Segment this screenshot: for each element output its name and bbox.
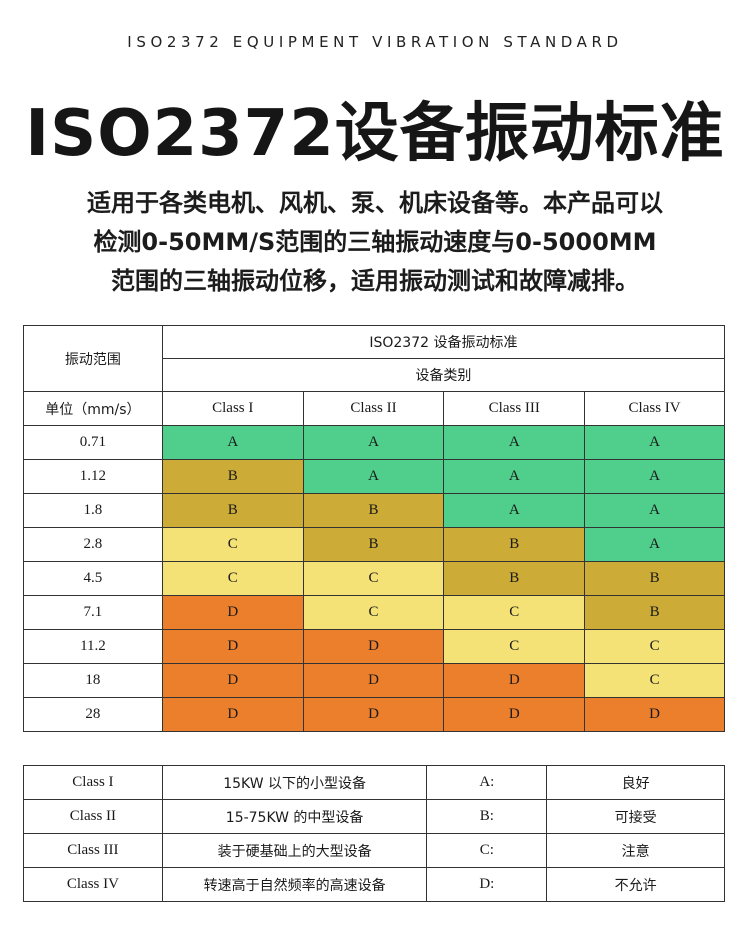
grade-cell: A [302,459,445,494]
table-row: 11.2 D D C C [23,629,725,664]
range-value: 18 [23,663,163,698]
grade-cell: D [161,595,304,630]
class-header: Class IV [584,391,725,426]
grade-cell: C [443,595,586,630]
range-value: 1.12 [23,459,163,494]
grade-cell: D [161,663,304,698]
table-row: 1.8 B B A A [23,493,725,528]
grade-cell: A [584,425,725,460]
grade-cell: A [302,425,445,460]
legend-class: Class III [23,833,163,868]
legend-row: Class II 15-75KW 的中型设备 B: 可接受 [23,799,725,834]
grade-cell: A [443,493,586,528]
legend-description: 15-75KW 的中型设备 [161,799,428,834]
class-header: Class II [302,391,445,426]
grade-cell: C [584,663,725,698]
legend-description: 装于硬基础上的大型设备 [161,833,428,868]
grade-cell: B [161,493,304,528]
table-row: 2.8 C B B A [23,527,725,562]
description-line: 检测0-50MM/S范围的三轴振动速度与0-5000MM [93,228,657,256]
grade-cell: B [443,527,586,562]
grade-cell: C [302,561,445,596]
grade-cell: B [584,561,725,596]
table-row: 7.1 D C C B [23,595,725,630]
table-row: 4.5 C C B B [23,561,725,596]
description: 适用于各类电机、风机、泵、机床设备等。本产品可以 检测0-50MM/S范围的三轴… [20,184,730,301]
range-value: 11.2 [23,629,163,664]
grade-cell: A [584,493,725,528]
grade-cell: D [443,663,586,698]
legend-description: 15KW 以下的小型设备 [161,765,428,800]
range-label: 振动范围 [23,325,163,392]
grade-cell: B [584,595,725,630]
standard-label: ISO2372 设备振动标准 [161,325,726,359]
legend-description: 转速高于自然频率的高速设备 [161,867,428,902]
legend-meaning: 可接受 [546,799,725,834]
grade-cell: C [584,629,725,664]
grade-cell: B [302,493,445,528]
grade-cell: D [302,663,445,698]
legend-meaning: 不允许 [546,867,725,902]
table-row: 28 D D D D [23,697,725,732]
grade-cell: C [161,561,304,596]
table-row: 18 D D D C [23,663,725,698]
legend-class: Class II [23,799,163,834]
range-value: 2.8 [23,527,163,562]
range-value: 0.71 [23,425,163,460]
description-line: 适用于各类电机、风机、泵、机床设备等。本产品可以 [87,189,663,217]
table-row: 1.12 B A A A [23,459,725,494]
grade-cell: C [443,629,586,664]
grade-cell: D [302,697,445,732]
grade-cell: A [443,425,586,460]
legend-meaning: 良好 [546,765,725,800]
grade-cell: D [302,629,445,664]
vibration-standard-table: 振动范围 ISO2372 设备振动标准 设备类别 单位（mm/s） Class … [23,325,726,732]
grade-cell: A [584,527,725,562]
unit-label: 单位（mm/s） [23,391,163,426]
legend-grade: A: [426,765,548,800]
grade-cell: D [443,697,586,732]
grade-cell: A [584,459,725,494]
grade-cell: D [584,697,725,732]
legend-row: Class III 装于硬基础上的大型设备 C: 注意 [23,833,725,868]
legend-grade: B: [426,799,548,834]
grade-cell: A [443,459,586,494]
legend-grade: C: [426,833,548,868]
class-header: Class I [161,391,304,426]
class-header: Class III [443,391,586,426]
legend-row: Class I 15KW 以下的小型设备 A: 良好 [23,765,725,800]
grade-cell: B [302,527,445,562]
grade-cell: C [161,527,304,562]
legend-grade: D: [426,867,548,902]
page-subtitle: ISO2372 EQUIPMENT VIBRATION STANDARD [127,33,623,51]
grade-cell: D [161,697,304,732]
grade-cell: A [161,425,304,460]
range-value: 4.5 [23,561,163,596]
range-value: 7.1 [23,595,163,630]
grade-cell: B [161,459,304,494]
grade-cell: C [302,595,445,630]
table-row: 0.71 A A A A [23,425,725,460]
legend-meaning: 注意 [546,833,725,868]
category-label: 设备类别 [161,358,726,392]
grade-cell: D [161,629,304,664]
legend-row: Class IV 转速高于自然频率的高速设备 D: 不允许 [23,867,725,902]
range-value: 1.8 [23,493,163,528]
legend-class: Class IV [23,867,163,902]
legend-table: Class I 15KW 以下的小型设备 A: 良好 Class II 15-7… [23,765,725,902]
description-line: 范围的三轴振动位移，适用振动测试和故障减排。 [111,267,639,295]
range-value: 28 [23,697,163,732]
grade-cell: B [443,561,586,596]
page-title: ISO2372设备振动标准 [25,97,725,171]
legend-class: Class I [23,765,163,800]
